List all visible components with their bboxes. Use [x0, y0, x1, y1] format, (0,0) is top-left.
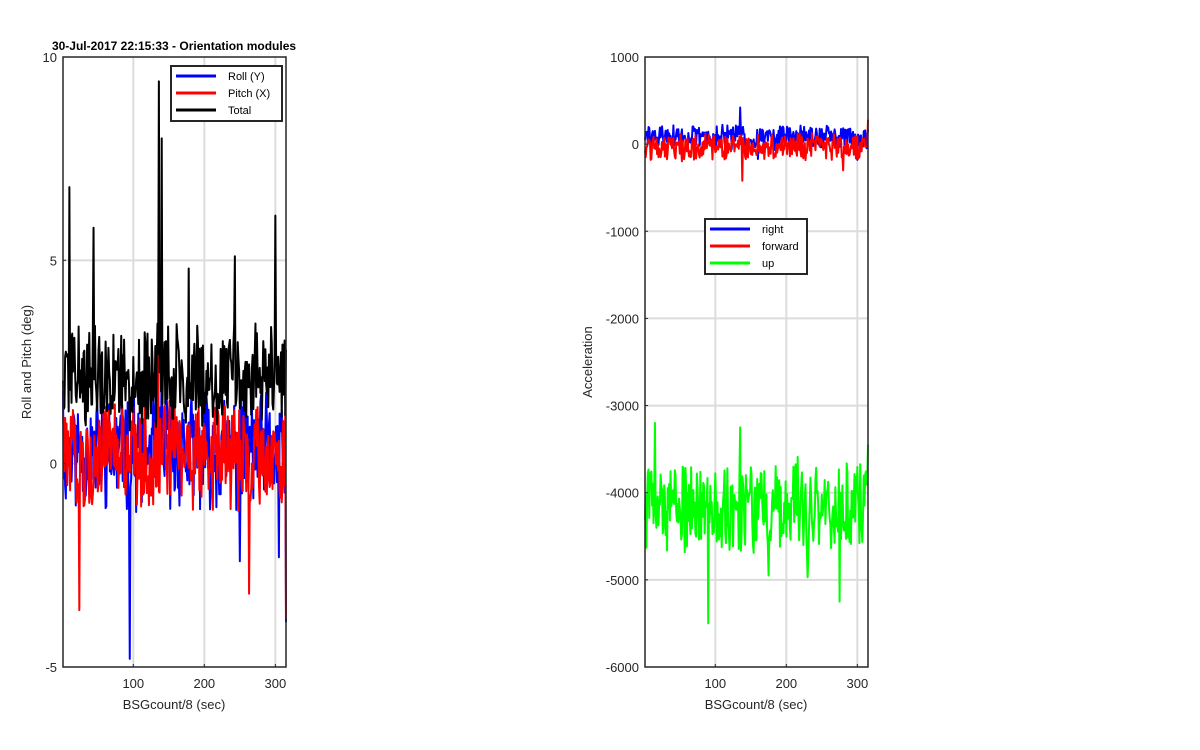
y-tick-label: -6000 [606, 660, 639, 675]
y-tick-label: 10 [43, 50, 57, 65]
series-line-total [62, 80, 287, 432]
y-tick-label: 0 [632, 137, 639, 152]
y-tick-label: 0 [50, 457, 57, 472]
y-tick-label: -4000 [606, 486, 639, 501]
chart-orientation: 100 200 300 -5 0 5 10 30-Jul-2017 22:15:33 - O… [19, 39, 296, 712]
series-line-right [644, 106, 869, 161]
y-tick-label: 1000 [610, 50, 639, 65]
chart-acceleration: 100 200 300 -6000 -5000 -4000 -3000 -2000 -1000 0… [580, 50, 869, 712]
y-tick-label: 5 [50, 253, 57, 268]
x-axis-label-acceleration: BSGcount/8 (sec) [705, 697, 808, 712]
series-line-up [644, 422, 869, 625]
legend-entry-label: Total [228, 105, 251, 117]
legend-acceleration: right forward up [704, 218, 808, 275]
x-tick-label: 300 [264, 676, 286, 691]
chart-title-orientation: 30-Jul-2017 22:15:33 - Orientation modul… [52, 39, 296, 53]
x-tick-label: 100 [704, 676, 726, 691]
ticks-orientation: 100 200 300 -5 0 5 10 [43, 50, 287, 691]
axes-box-orientation [62, 56, 287, 668]
y-tick-label: -2000 [606, 311, 639, 326]
x-tick-label: 300 [846, 676, 868, 691]
legend-entry-label: right [762, 224, 783, 236]
y-tick-label: -5000 [606, 573, 639, 588]
legend-entry-label: Roll (Y) [228, 71, 265, 83]
x-axis-label-orientation: BSGcount/8 (sec) [123, 697, 226, 712]
series-group-orientation [62, 80, 287, 660]
y-tick-label: -1000 [606, 224, 639, 239]
axes-box-acceleration [644, 56, 869, 668]
y-tick-label: -3000 [606, 399, 639, 414]
legend-orientation: Roll (Y) Pitch (X) Total [170, 65, 283, 122]
x-tick-label: 200 [193, 676, 215, 691]
y-axis-label-orientation: Roll and Pitch (deg) [19, 305, 34, 419]
series-line-forward [644, 119, 869, 182]
ticks-acceleration: 100 200 300 -6000 -5000 -4000 -3000 -2000 -1000 0… [606, 50, 868, 691]
x-tick-label: 200 [775, 676, 797, 691]
legend-entry-label: forward [762, 241, 799, 253]
x-tick-label: 100 [122, 676, 144, 691]
legend-entry-label: up [762, 258, 774, 270]
legend-entry-label: Pitch (X) [228, 88, 270, 100]
y-axis-label-acceleration: Acceleration [580, 326, 595, 398]
series-group-acceleration [644, 106, 869, 625]
y-tick-label: -5 [45, 660, 57, 675]
